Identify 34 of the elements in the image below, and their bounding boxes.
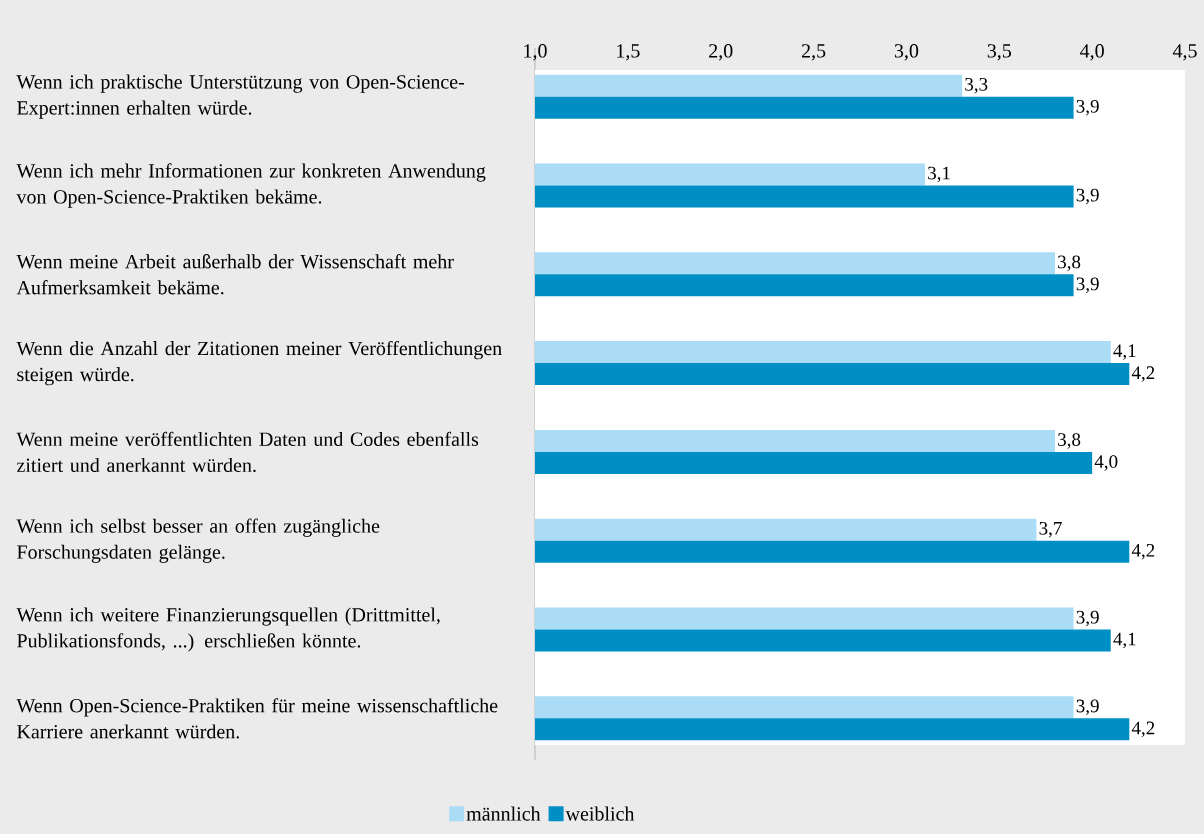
x-tick-label: 2,0: [709, 44, 733, 61]
data-label: 3,9: [1076, 277, 1099, 294]
data-label: 4,2: [1131, 366, 1155, 382]
y-tick-label: Wenn die Anzahl der Zitationen meiner Veröffentlichungen steigen würde.: [16, 340, 502, 386]
y-tick-label: Wenn ich weitere Finanzierungsquellen (Drittmittel, Publikationsfonds, ...) erschließen könnte.: [16, 607, 440, 652]
y-tick-label: Wenn Open-Science-Praktiken für meine wissenschaftliche Karriere anerkannt würden.: [16, 698, 498, 739]
data-label: 3,9: [1076, 610, 1099, 627]
x-tick-label: 4,0: [1080, 44, 1104, 61]
data-label: 4,0: [1094, 455, 1118, 471]
x-tick-label: 1,0: [524, 44, 547, 61]
data-label: 3,9: [1076, 188, 1099, 205]
data-label: 3,1: [928, 166, 950, 183]
x-tick-label: 1,5: [617, 44, 640, 61]
data-label: 3,8: [1058, 255, 1081, 272]
data-label: 4,2: [1131, 721, 1155, 738]
x-tick-label: 3,0: [894, 44, 919, 61]
data-label: 4,1: [1113, 632, 1136, 649]
data-label: 3,9: [1076, 99, 1099, 116]
data-label: 4,2: [1131, 543, 1155, 560]
x-tick-label: 4,5: [1172, 44, 1197, 61]
data-label: 3,8: [1058, 433, 1081, 449]
x-tick-label: 2,5: [801, 44, 826, 61]
y-tick-label: Wenn meine veröffentlichten Daten und Codes ebenfalls zitiert und anerkannt würden.: [16, 431, 479, 473]
y-tick-label: Wenn ich selbst besser an offen zugängliche Forschungsdaten gelänge.: [16, 518, 380, 563]
legend-label: weiblich: [565, 806, 635, 821]
y-tick-label: Wenn meine Arbeit außerhalb der Wissenschaft mehr Aufmerksamkeit bekäme.: [16, 254, 454, 295]
x-tick-label: 3,5: [987, 44, 1012, 61]
data-label: 3,7: [1039, 521, 1062, 538]
data-label: 4,1: [1113, 344, 1136, 360]
data-label: 3,3: [965, 77, 988, 94]
y-tick-label: Wenn ich praktische Unterstützung von Open-Science-Expert:innen erhalten würde.: [16, 74, 465, 119]
data-label: 3,9: [1076, 699, 1099, 716]
y-tick-label: Wenn ich mehr Informationen zur konkreten Anwendung von Open-Science-Praktiken bekäme.: [16, 163, 486, 208]
legend-label: männlich: [466, 806, 541, 821]
